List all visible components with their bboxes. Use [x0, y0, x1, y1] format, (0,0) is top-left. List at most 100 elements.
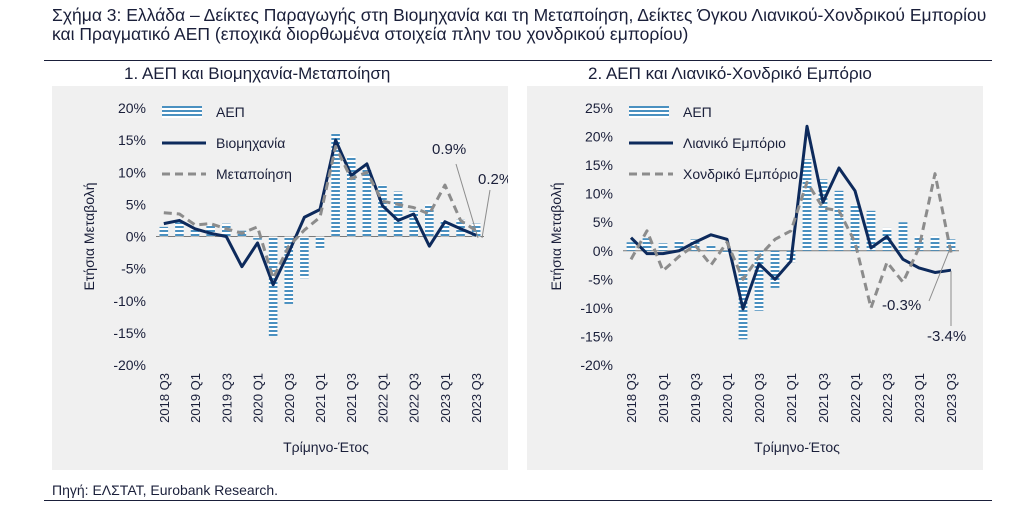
- bar-gdp: [159, 226, 169, 237]
- bar-gdp: [175, 222, 184, 237]
- y-tick-label: -15%: [580, 328, 613, 344]
- x-tick-label: 2019 Q3: [688, 373, 703, 423]
- bar-gdp: [362, 169, 372, 237]
- x-axis-label: Τρίμηνο-Έτος: [283, 439, 369, 455]
- legend-label: Χονδρικό Εμπόριο: [683, 166, 798, 182]
- x-tick-label: 2021 Q1: [313, 373, 328, 423]
- series-line-dashed: [629, 172, 953, 310]
- x-tick-label: 2023 Q3: [944, 373, 959, 423]
- legend-label: ΑΕΠ: [683, 104, 712, 120]
- y-tick-label: 15%: [585, 157, 613, 173]
- y-tick-label: 10%: [118, 164, 146, 180]
- legend-label: Μεταποίηση: [216, 166, 292, 182]
- x-tick-label: 2022 Q1: [848, 373, 863, 423]
- y-tick-label: -5%: [121, 261, 146, 277]
- x-tick-label: 2022 Q3: [407, 373, 422, 423]
- x-tick-label: 2023 Q3: [469, 373, 484, 423]
- y-tick-label: 5%: [126, 196, 146, 212]
- x-tick-label: 2023 Q1: [912, 373, 927, 423]
- y-tick-label: 15%: [118, 132, 146, 148]
- y-tick-label: 20%: [585, 129, 613, 145]
- x-tick-label: 2021 Q3: [344, 373, 359, 423]
- bar-gdp: [331, 133, 340, 237]
- bar-gdp: [658, 243, 668, 251]
- bar-gdp: [425, 204, 434, 237]
- bar-gdp: [722, 250, 732, 254]
- x-tick-label: 2019 Q3: [219, 373, 234, 423]
- bar-gdp: [253, 236, 262, 240]
- x-tick-label: 2020 Q3: [282, 373, 297, 423]
- chart1-panel: -20% -15% -10% -5% 0% 5% 10% 15% 20% Ετήσια Μεταβ…: [52, 86, 512, 470]
- top-divider: [44, 60, 992, 61]
- bar-gdp: [206, 224, 215, 237]
- bar-gdp: [754, 250, 764, 311]
- y-tick-label: 25%: [585, 100, 613, 116]
- x-tick-label: 2020 Q3: [752, 373, 767, 423]
- bar-gdp: [268, 236, 278, 337]
- bar-gdp: [818, 179, 828, 251]
- annotation-label: 0.9%: [432, 141, 466, 158]
- bar-gdp: [409, 210, 419, 237]
- chart2-panel: -20% -15% -10% -5% 0% 5% 10% 15% 20% 25% Ετήσια Με…: [527, 86, 983, 470]
- bar-gdp: [706, 245, 716, 251]
- x-tick-label: 2018 Q3: [157, 373, 172, 423]
- bar-gdp: [770, 250, 780, 288]
- x-tick-label: 2020 Q1: [251, 373, 266, 423]
- y-tick-label: 20%: [118, 100, 146, 116]
- x-tick-label: 2020 Q1: [720, 373, 735, 423]
- chart2-svg: -20% -15% -10% -5% 0% 5% 10% 15% 20% 25% Ετήσια Με…: [548, 100, 966, 455]
- bar-gdp: [626, 242, 636, 251]
- source-note: Πηγή: ΕΛΣΤΑΤ, Eurobank Research.: [52, 482, 279, 498]
- annotation-leader: [455, 163, 479, 239]
- y-tick-label: 0%: [593, 243, 613, 259]
- y-tick-label: 0%: [126, 229, 146, 245]
- figure-title: Σχήμα 3: Ελλάδα – Δείκτες Παραγωγής στη …: [52, 5, 987, 44]
- y-axis-label: Ετήσια Μεταβολή: [81, 182, 97, 290]
- y-tick-label: -5%: [588, 271, 613, 287]
- annotation-leader: [481, 189, 491, 239]
- bar-gdp: [393, 191, 403, 237]
- x-tick-label: 2023 Q1: [438, 373, 453, 423]
- y-axis-label: Ετήσια Μεταβολή: [548, 182, 564, 290]
- legend-label: Βιομηχανία: [216, 135, 285, 151]
- series-line-solid: [629, 124, 952, 311]
- legend-label: ΑΕΠ: [216, 104, 245, 120]
- bar-gdp: [378, 185, 387, 237]
- chart1-svg: -20% -15% -10% -5% 0% 5% 10% 15% 20% Ετήσια Μεταβ…: [81, 100, 512, 455]
- bar-gdp: [882, 227, 892, 251]
- x-axis-label: Τρίμηνο-Έτος: [754, 439, 840, 455]
- y-tick-label: -20%: [580, 357, 613, 373]
- bar-gdp: [190, 228, 200, 237]
- bar-gdp: [284, 236, 294, 304]
- x-tick-label: 2022 Q1: [375, 373, 390, 423]
- bar-gdp: [898, 222, 908, 251]
- y-tick-label: -10%: [113, 293, 146, 309]
- annotation-label: 0.2%: [478, 171, 508, 188]
- chart2-title: 2. ΑΕΠ και Λιανικό-Χονδρικό Εμπόριο: [588, 64, 872, 83]
- bar-gdp: [834, 190, 844, 251]
- y-tick-label: -15%: [113, 325, 146, 341]
- y-tick-label: -20%: [113, 357, 146, 373]
- bar-gdp: [471, 223, 481, 237]
- series-line-dashed: [163, 145, 478, 280]
- bar-gdp: [866, 210, 876, 251]
- chart1-title: 1. ΑΕΠ και Βιομηχανία-Μεταποίηση: [124, 64, 391, 83]
- bar-gdp: [346, 156, 356, 237]
- bar-gdp: [802, 159, 812, 251]
- bar-gdp: [315, 236, 325, 250]
- bar-gdp: [914, 236, 924, 251]
- x-tick-label: 2019 Q1: [656, 373, 671, 423]
- bottom-divider: [44, 500, 992, 501]
- series-line-solid: [163, 138, 477, 287]
- x-tick-label: 2021 Q1: [784, 373, 799, 423]
- bar-gdp: [300, 236, 309, 279]
- legend-swatch-bar: [162, 106, 202, 118]
- bar-gdp: [738, 250, 748, 340]
- y-tick-label: -10%: [580, 300, 613, 316]
- annotation-leader: [928, 250, 950, 302]
- bar-gdp: [440, 220, 450, 237]
- y-tick-label: 10%: [585, 186, 613, 202]
- bar-gdp: [642, 238, 652, 251]
- bar-gdp: [674, 240, 684, 251]
- annotation-label: -0.3%: [882, 297, 921, 314]
